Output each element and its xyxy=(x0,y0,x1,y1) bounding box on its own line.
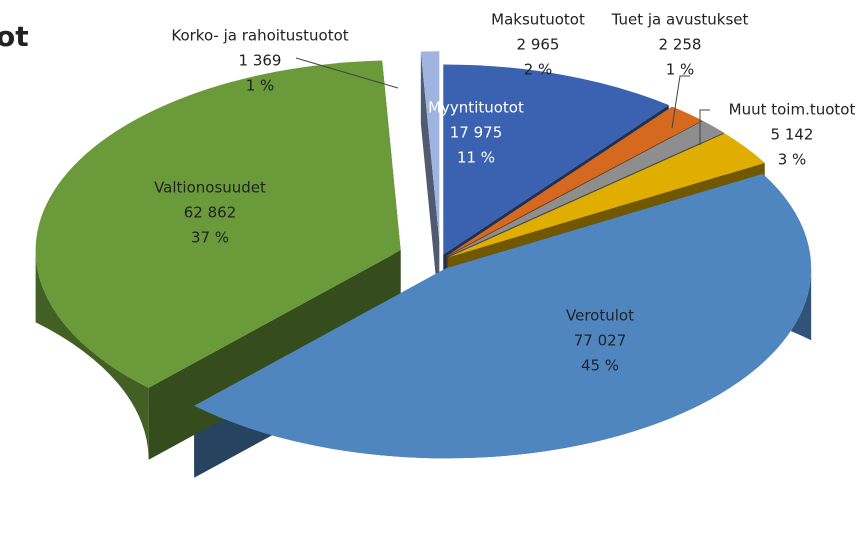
pie-slice xyxy=(446,106,703,256)
data-label: 2 % xyxy=(524,61,553,79)
data-label: 5 142 xyxy=(771,126,814,144)
pie-slice-cut xyxy=(420,51,440,314)
data-label: 45 % xyxy=(581,357,619,375)
data-label: 62 862 xyxy=(184,204,237,222)
data-label: 2 258 xyxy=(659,36,702,54)
chart-title: ot xyxy=(0,20,29,53)
data-label: Tuet ja avustukset xyxy=(611,11,749,29)
pie-slice xyxy=(420,51,440,242)
data-label: 2 965 xyxy=(517,36,560,54)
data-label: 3 % xyxy=(778,151,807,169)
leader-line xyxy=(295,57,399,89)
data-label: Myyntituotot xyxy=(428,99,524,117)
data-label: 17 975 xyxy=(450,124,503,142)
pie-slice xyxy=(35,60,401,388)
data-label: Valtionosuudet xyxy=(154,179,266,197)
pie-slice xyxy=(443,64,669,255)
data-label: Verotulot xyxy=(566,307,634,325)
pie-slice xyxy=(448,133,765,258)
pie-tops xyxy=(35,51,812,459)
pie-slice-side xyxy=(35,250,149,460)
data-label: Korko- ja rahoitustuotot xyxy=(171,27,348,45)
leader-line xyxy=(699,109,710,145)
data-label: 1 % xyxy=(666,61,695,79)
leader-line xyxy=(671,75,690,129)
data-label: Maksutuotot xyxy=(491,11,585,29)
pie-slice xyxy=(447,120,724,257)
data-label: 37 % xyxy=(191,229,229,247)
data-label: 1 369 xyxy=(239,52,282,70)
data-label: 1 % xyxy=(246,77,275,95)
data-label: 77 027 xyxy=(574,332,627,350)
data-label: 11 % xyxy=(457,149,495,167)
pie-slice xyxy=(194,173,812,459)
data-label: Muut toim.tuotot xyxy=(729,101,856,119)
